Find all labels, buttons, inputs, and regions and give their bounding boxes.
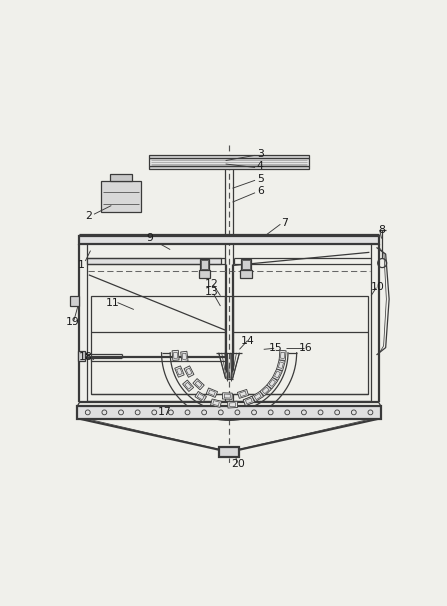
- Bar: [90, 296, 367, 395]
- Bar: [87, 258, 221, 264]
- Bar: [219, 447, 239, 457]
- Bar: [70, 296, 80, 306]
- Polygon shape: [237, 390, 249, 398]
- Bar: [80, 236, 379, 244]
- Text: 4: 4: [257, 161, 264, 171]
- Text: 20: 20: [231, 459, 245, 469]
- Text: 10: 10: [371, 282, 385, 292]
- Polygon shape: [195, 391, 207, 402]
- Text: 9: 9: [146, 233, 153, 244]
- Polygon shape: [222, 393, 232, 399]
- Bar: [78, 351, 85, 361]
- Polygon shape: [273, 369, 283, 380]
- Polygon shape: [267, 378, 278, 389]
- Polygon shape: [211, 399, 222, 407]
- Polygon shape: [206, 388, 218, 398]
- Bar: [149, 158, 309, 167]
- Text: 3: 3: [257, 148, 264, 159]
- Text: 6: 6: [257, 186, 264, 196]
- Polygon shape: [252, 391, 263, 402]
- Bar: [77, 406, 381, 419]
- Text: 11: 11: [106, 298, 120, 308]
- Bar: [201, 260, 208, 269]
- Text: 1: 1: [77, 260, 84, 270]
- Polygon shape: [181, 351, 188, 362]
- Bar: [242, 260, 250, 269]
- Polygon shape: [260, 385, 271, 396]
- Text: 14: 14: [241, 336, 255, 347]
- Bar: [101, 181, 141, 213]
- Polygon shape: [182, 380, 194, 391]
- Text: 15: 15: [269, 343, 283, 353]
- Text: 7: 7: [281, 218, 288, 228]
- Polygon shape: [172, 350, 179, 361]
- Polygon shape: [184, 366, 194, 378]
- Polygon shape: [228, 401, 238, 408]
- Text: 12: 12: [205, 279, 219, 288]
- Polygon shape: [279, 350, 286, 361]
- Text: 8: 8: [378, 225, 385, 235]
- Bar: [149, 155, 309, 158]
- Bar: [149, 167, 309, 169]
- Text: 5: 5: [257, 173, 264, 184]
- Bar: [241, 259, 251, 270]
- Polygon shape: [243, 396, 254, 405]
- Bar: [200, 259, 209, 270]
- Text: 19: 19: [66, 316, 80, 327]
- Bar: [240, 270, 252, 278]
- Bar: [110, 174, 132, 181]
- Polygon shape: [243, 396, 254, 405]
- Text: 16: 16: [299, 343, 312, 353]
- Text: 13: 13: [205, 287, 219, 297]
- Text: 2: 2: [85, 211, 92, 221]
- Polygon shape: [175, 366, 184, 377]
- Text: 17: 17: [158, 407, 172, 418]
- Text: 18: 18: [78, 352, 92, 362]
- Polygon shape: [277, 360, 285, 371]
- Bar: [198, 270, 211, 278]
- Polygon shape: [193, 379, 204, 390]
